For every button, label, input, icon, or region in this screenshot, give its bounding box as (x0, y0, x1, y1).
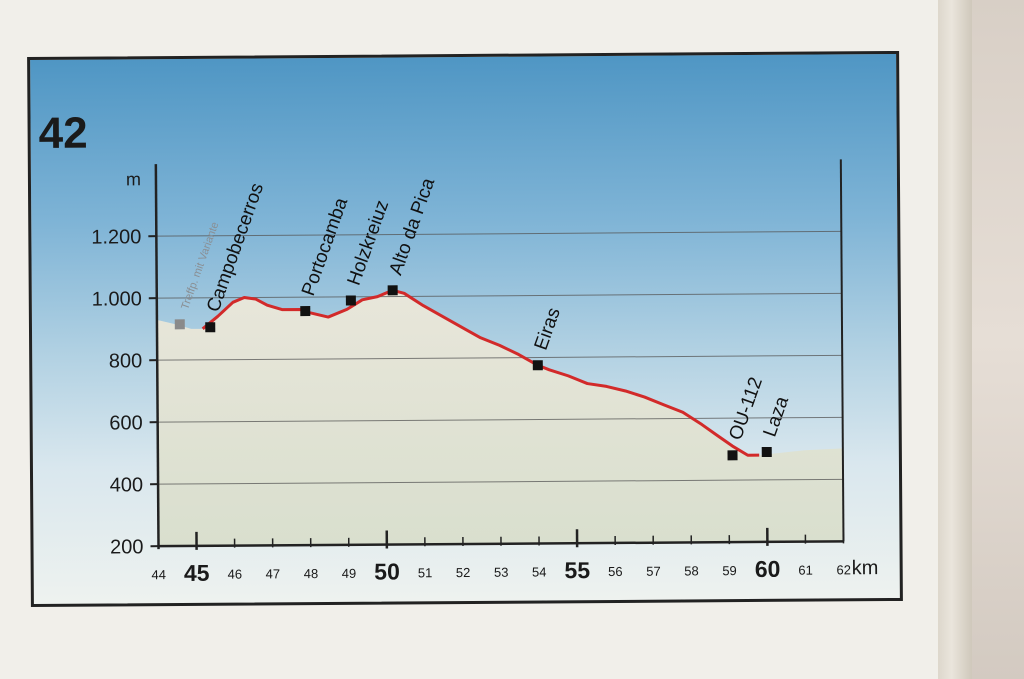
x-tick-label: 62 (836, 562, 851, 577)
x-tick-label: 53 (494, 565, 509, 580)
background-cloth (972, 0, 1024, 679)
waypoint-marker (300, 306, 311, 317)
y-tick-label: 1.000 (92, 288, 142, 310)
x-tick-label: 50 (374, 558, 400, 584)
waypoint-marker (532, 360, 543, 371)
waypoint-label: Portocamba (298, 195, 352, 299)
y-tick-label: 1.200 (91, 226, 141, 248)
waypoint-marker (761, 446, 772, 458)
waypoint-label: Laza (760, 393, 794, 439)
waypoint-label: Holzkreiuz (344, 198, 394, 289)
waypoint-label: Alto da Pica (386, 175, 440, 278)
x-axis-unit: km (852, 557, 879, 579)
book-page-edge (938, 0, 972, 679)
waypoint-marker (205, 322, 216, 333)
waypoint-marker (174, 319, 185, 330)
y-tick-label: 400 (110, 474, 144, 496)
x-tick-label: 59 (722, 563, 737, 578)
elevation-profile-chart: 200 400 600 800 1.000 1.200 m 44 45 46 47 48 49 50 51 5… (38, 109, 879, 586)
x-tick-label: 52 (456, 565, 471, 580)
elevation-profile-panel: 200 400 600 800 1.000 1.200 m 44 45 46 47 48 49 50 51 5… (27, 50, 903, 608)
x-tick-label: 58 (684, 563, 699, 578)
grid-line (158, 478, 844, 485)
y-tick-label: 600 (109, 412, 143, 434)
right-axis (839, 159, 845, 542)
grid-line (157, 354, 843, 361)
waypoint-marker (727, 450, 738, 461)
route-line (201, 288, 760, 457)
x-tick-label: 47 (266, 566, 281, 581)
y-axis (154, 164, 160, 550)
x-tick-label: 57 (646, 564, 661, 579)
terrain-area (156, 290, 844, 547)
y-tick-label: 200 (110, 536, 144, 558)
waypoint-marker (387, 285, 398, 296)
x-tick-label: 45 (184, 560, 210, 586)
x-tick-label: 48 (304, 566, 319, 581)
x-tick-label: 49 (342, 566, 357, 581)
x-tick-label: 54 (532, 564, 547, 579)
x-tick-label: 55 (564, 557, 590, 583)
waypoint-label: Eiras (531, 305, 565, 353)
y-axis-unit: m (126, 169, 141, 189)
x-tick-label: 44 (151, 567, 166, 582)
x-tick-label: 46 (228, 567, 243, 582)
grid-line (156, 230, 842, 237)
x-tick-label: 56 (608, 564, 623, 579)
waypoint-marker (345, 295, 356, 306)
x-tick-label: 51 (418, 565, 433, 580)
x-tick-label: 60 (755, 556, 781, 582)
y-tick-label: 800 (109, 350, 143, 372)
x-tick-label: 61 (798, 563, 813, 578)
grid-line (156, 292, 842, 299)
stage-number: 42 (38, 109, 87, 158)
grid-line (157, 416, 843, 423)
